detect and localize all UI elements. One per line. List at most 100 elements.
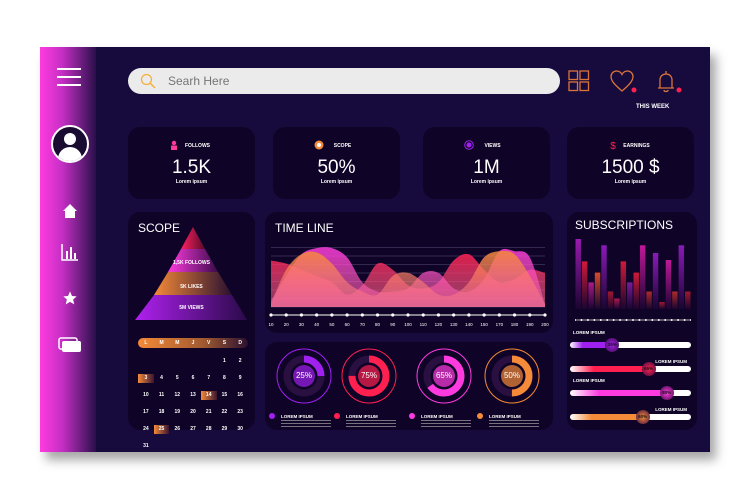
calendar-weekday: J (191, 340, 195, 346)
progress-slider[interactable]: 65% (570, 362, 691, 376)
stat-card-scope[interactable]: SCOPE 50% Lorem ipsum (273, 127, 400, 199)
calendar-day[interactable]: 9 (238, 375, 242, 381)
calendar-day[interactable]: 25 (153, 425, 170, 434)
calendar-day[interactable]: 18 (158, 409, 165, 415)
subscription-bar (588, 282, 594, 309)
axis-tick (644, 319, 647, 321)
timeline-tick-label: 200 (541, 322, 549, 327)
subscription-bar (665, 260, 672, 309)
search-input[interactable] (168, 72, 548, 90)
axis-tick (606, 319, 609, 321)
slider-knob[interactable]: 65% (641, 362, 656, 376)
timeline-tick-label: 180 (511, 322, 519, 327)
calendar-day[interactable]: 12 (174, 392, 181, 398)
stat-subtitle: Lorem ipsum (470, 179, 503, 185)
calendar-day[interactable]: 1 (223, 358, 226, 364)
legend-description (346, 420, 396, 428)
this-week-label[interactable]: THIS WEEK (636, 104, 670, 110)
calendar-day[interactable]: 14 (200, 391, 217, 400)
progress-slider[interactable]: 35% (570, 338, 691, 352)
progress-slider[interactable]: 80% (570, 386, 691, 400)
avatar[interactable] (51, 125, 89, 163)
stat-card-earnings[interactable]: $ EARNINGS 1500 $ Lorem ipsum (567, 127, 694, 199)
calendar-day[interactable]: 15 (221, 392, 228, 398)
axis-tick (664, 319, 667, 321)
subscription-bar (594, 272, 601, 309)
slider-knob[interactable]: 60% (635, 410, 650, 424)
donut-chart: 65% LOREM IPSUM (409, 347, 475, 428)
timeline-tick-label: 120 (435, 322, 443, 327)
legend-description (489, 420, 539, 428)
calendar-day[interactable]: 8 (223, 375, 226, 381)
calendar-day[interactable]: 5 (175, 375, 179, 381)
calendar-day[interactable]: 6 (191, 375, 195, 381)
calendar-day[interactable]: 31 (143, 443, 149, 449)
legend-description (281, 420, 331, 428)
search-bar[interactable] (128, 68, 560, 94)
stat-card-follows[interactable]: FOLLOWS 1.5K Lorem ipsum (128, 127, 255, 199)
calendar-day[interactable]: 13 (190, 392, 196, 398)
slider-fill (570, 342, 613, 348)
calendar-day[interactable]: 22 (221, 409, 228, 415)
calendar-day[interactable]: 16 (237, 392, 243, 398)
calendar-day[interactable]: 21 (205, 409, 212, 415)
progress-slider[interactable]: 60% (570, 410, 691, 424)
calendar-day[interactable]: 4 (160, 375, 163, 381)
donut-ring (416, 348, 472, 404)
menu-icon[interactable] (57, 68, 81, 86)
calendar-day[interactable]: 28 (205, 426, 212, 432)
timeline-tick (345, 313, 349, 317)
subscription-bar (627, 282, 633, 309)
legend-dot (409, 413, 415, 419)
slider-knob[interactable]: 80% (659, 386, 674, 400)
calendar-day[interactable]: 23 (237, 409, 243, 415)
donut-panel: 25% LOREM IPSUM 75% LOREM IPSUM 65% LOREM IPS… (265, 342, 553, 430)
axis-tick (586, 319, 589, 321)
timeline-chart: 10 20 30 40 50 60 70 80 90 100 110 120 130 140 150 170 1… (268, 247, 549, 327)
calendar-day[interactable]: 7 (207, 375, 211, 381)
calendar-day[interactable]: 17 (143, 409, 149, 415)
calendar-day[interactable]: 11 (158, 392, 165, 398)
calendar-weekday: V (207, 340, 211, 346)
calendar-day[interactable]: 20 (190, 409, 196, 415)
axis-tick (632, 319, 634, 321)
slider-knob[interactable]: 35% (605, 338, 620, 352)
home-icon[interactable] (62, 203, 78, 219)
legend-dot (477, 413, 483, 419)
calendar-day[interactable]: 10 (143, 392, 149, 398)
subscription-bar (620, 261, 627, 309)
calendar-day[interactable]: 27 (190, 426, 196, 432)
stat-value: 1500 $ (601, 157, 660, 178)
grid-icon[interactable] (568, 70, 590, 92)
heart-icon[interactable] (610, 70, 638, 94)
donut-value: 65% (435, 371, 452, 380)
timeline-tick (330, 313, 334, 317)
calendar-empty (185, 357, 201, 366)
stat-subtitle: Lorem ipsum (614, 179, 647, 185)
bar-chart-icon[interactable] (61, 243, 79, 261)
calendar-day[interactable]: 3 (138, 374, 154, 383)
calendar-day[interactable]: 19 (174, 409, 181, 415)
timeline-tick-label: 130 (450, 322, 458, 327)
stat-card-views[interactable]: VIEWS 1M Lorem ipsum (423, 127, 550, 199)
timeline-tick (406, 313, 410, 317)
pyramid-level-follows (168, 249, 218, 272)
calendar-day[interactable]: 26 (174, 426, 181, 432)
cards-icon[interactable] (58, 337, 82, 353)
subscription-bar (646, 291, 652, 309)
calendar-day[interactable]: 30 (237, 426, 243, 432)
calendar-day[interactable]: 2 (238, 358, 242, 364)
calendar-day[interactable]: 24 (143, 426, 149, 432)
calendar-empty (138, 357, 154, 366)
subscriptions-panel: SUBSCRIPTIONS LOREM IPSUM 35% LOREM IPSUM 6… (567, 212, 697, 430)
calendar-day[interactable]: 29 (221, 426, 228, 432)
timeline-tick-label: 20 (284, 322, 290, 327)
bell-icon[interactable] (655, 69, 683, 95)
timeline-tick (421, 313, 425, 317)
timeline-tick-label: 140 (465, 322, 473, 327)
timeline-tick-label: 190 (526, 322, 534, 327)
timeline-tick-label: 70 (360, 322, 366, 327)
star-icon[interactable] (62, 290, 78, 306)
axis-tick (690, 319, 691, 321)
axis-tick (599, 319, 602, 321)
